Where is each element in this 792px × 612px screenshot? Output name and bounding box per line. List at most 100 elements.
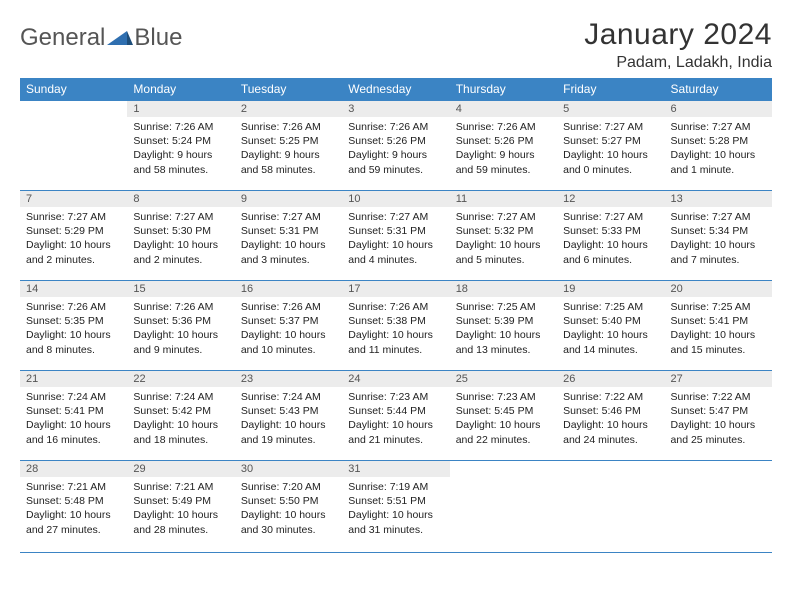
day-number: 30 (235, 461, 342, 477)
sunrise-text: Sunrise: 7:24 AM (133, 390, 228, 404)
sunrise-text: Sunrise: 7:26 AM (348, 300, 443, 314)
daylight-text: Daylight: 10 hours and 16 minutes. (26, 418, 121, 446)
calendar-day-cell: 27Sunrise: 7:22 AMSunset: 5:47 PMDayligh… (665, 371, 772, 461)
daylight-text: Daylight: 10 hours and 15 minutes. (671, 328, 766, 356)
daylight-text: Daylight: 10 hours and 2 minutes. (26, 238, 121, 266)
daylight-text: Daylight: 10 hours and 6 minutes. (563, 238, 658, 266)
day-details: Sunrise: 7:26 AMSunset: 5:24 PMDaylight:… (127, 117, 234, 181)
day-details: Sunrise: 7:21 AMSunset: 5:48 PMDaylight:… (20, 477, 127, 541)
day-number: 29 (127, 461, 234, 477)
sunrise-text: Sunrise: 7:27 AM (563, 120, 658, 134)
sunset-text: Sunset: 5:30 PM (133, 224, 228, 238)
calendar-day-cell: 13Sunrise: 7:27 AMSunset: 5:34 PMDayligh… (665, 191, 772, 281)
sunrise-text: Sunrise: 7:26 AM (456, 120, 551, 134)
calendar-week-row: 14Sunrise: 7:26 AMSunset: 5:35 PMDayligh… (20, 281, 772, 371)
day-number: 1 (127, 101, 234, 117)
sunrise-text: Sunrise: 7:25 AM (563, 300, 658, 314)
calendar-day-cell: 6Sunrise: 7:27 AMSunset: 5:28 PMDaylight… (665, 101, 772, 191)
day-details: Sunrise: 7:24 AMSunset: 5:43 PMDaylight:… (235, 387, 342, 451)
sunset-text: Sunset: 5:33 PM (563, 224, 658, 238)
calendar-week-row: 7Sunrise: 7:27 AMSunset: 5:29 PMDaylight… (20, 191, 772, 281)
weekday-header: Thursday (450, 78, 557, 101)
calendar-day-cell: 11Sunrise: 7:27 AMSunset: 5:32 PMDayligh… (450, 191, 557, 281)
sunset-text: Sunset: 5:39 PM (456, 314, 551, 328)
day-details: Sunrise: 7:23 AMSunset: 5:44 PMDaylight:… (342, 387, 449, 451)
day-details: Sunrise: 7:21 AMSunset: 5:49 PMDaylight:… (127, 477, 234, 541)
sunset-text: Sunset: 5:41 PM (26, 404, 121, 418)
sunrise-text: Sunrise: 7:25 AM (671, 300, 766, 314)
sunset-text: Sunset: 5:26 PM (456, 134, 551, 148)
daylight-text: Daylight: 9 hours and 59 minutes. (348, 148, 443, 176)
calendar-day-cell: 16Sunrise: 7:26 AMSunset: 5:37 PMDayligh… (235, 281, 342, 371)
day-number: 28 (20, 461, 127, 477)
daylight-text: Daylight: 10 hours and 28 minutes. (133, 508, 228, 536)
brand-logo: General Blue (20, 18, 182, 52)
sunrise-text: Sunrise: 7:25 AM (456, 300, 551, 314)
weekday-header: Tuesday (235, 78, 342, 101)
daylight-text: Daylight: 10 hours and 1 minute. (671, 148, 766, 176)
sunset-text: Sunset: 5:29 PM (26, 224, 121, 238)
calendar-day-cell: . (20, 101, 127, 191)
sunrise-text: Sunrise: 7:24 AM (26, 390, 121, 404)
day-details: Sunrise: 7:25 AMSunset: 5:40 PMDaylight:… (557, 297, 664, 361)
brand-part1: General (20, 24, 105, 52)
sunset-text: Sunset: 5:45 PM (456, 404, 551, 418)
sunset-text: Sunset: 5:49 PM (133, 494, 228, 508)
sunrise-text: Sunrise: 7:26 AM (133, 300, 228, 314)
day-details: Sunrise: 7:27 AMSunset: 5:30 PMDaylight:… (127, 207, 234, 271)
day-details: Sunrise: 7:27 AMSunset: 5:29 PMDaylight:… (20, 207, 127, 271)
day-details: Sunrise: 7:26 AMSunset: 5:38 PMDaylight:… (342, 297, 449, 361)
calendar-day-cell: 21Sunrise: 7:24 AMSunset: 5:41 PMDayligh… (20, 371, 127, 461)
day-number: 27 (665, 371, 772, 387)
sunrise-text: Sunrise: 7:21 AM (26, 480, 121, 494)
sunset-text: Sunset: 5:48 PM (26, 494, 121, 508)
day-details: Sunrise: 7:26 AMSunset: 5:26 PMDaylight:… (450, 117, 557, 181)
daylight-text: Daylight: 10 hours and 14 minutes. (563, 328, 658, 356)
sunset-text: Sunset: 5:51 PM (348, 494, 443, 508)
daylight-text: Daylight: 10 hours and 21 minutes. (348, 418, 443, 446)
day-details: Sunrise: 7:23 AMSunset: 5:45 PMDaylight:… (450, 387, 557, 451)
calendar-day-cell: . (665, 461, 772, 553)
sunrise-text: Sunrise: 7:26 AM (241, 120, 336, 134)
calendar-day-cell: 8Sunrise: 7:27 AMSunset: 5:30 PMDaylight… (127, 191, 234, 281)
day-number: 22 (127, 371, 234, 387)
sunset-text: Sunset: 5:50 PM (241, 494, 336, 508)
daylight-text: Daylight: 10 hours and 2 minutes. (133, 238, 228, 266)
day-number: 9 (235, 191, 342, 207)
calendar-table: Sunday Monday Tuesday Wednesday Thursday… (20, 78, 772, 553)
calendar-day-cell: 3Sunrise: 7:26 AMSunset: 5:26 PMDaylight… (342, 101, 449, 191)
weekday-header: Friday (557, 78, 664, 101)
daylight-text: Daylight: 10 hours and 25 minutes. (671, 418, 766, 446)
day-number: 6 (665, 101, 772, 117)
sunset-text: Sunset: 5:24 PM (133, 134, 228, 148)
sunrise-text: Sunrise: 7:21 AM (133, 480, 228, 494)
day-details: Sunrise: 7:26 AMSunset: 5:36 PMDaylight:… (127, 297, 234, 361)
day-details: Sunrise: 7:25 AMSunset: 5:41 PMDaylight:… (665, 297, 772, 361)
daylight-text: Daylight: 10 hours and 30 minutes. (241, 508, 336, 536)
sunrise-text: Sunrise: 7:26 AM (26, 300, 121, 314)
sunset-text: Sunset: 5:42 PM (133, 404, 228, 418)
sunrise-text: Sunrise: 7:19 AM (348, 480, 443, 494)
sunset-text: Sunset: 5:43 PM (241, 404, 336, 418)
sunset-text: Sunset: 5:31 PM (241, 224, 336, 238)
daylight-text: Daylight: 10 hours and 9 minutes. (133, 328, 228, 356)
day-number: 26 (557, 371, 664, 387)
day-number: 20 (665, 281, 772, 297)
sunrise-text: Sunrise: 7:23 AM (456, 390, 551, 404)
sunrise-text: Sunrise: 7:23 AM (348, 390, 443, 404)
sunrise-text: Sunrise: 7:24 AM (241, 390, 336, 404)
sunrise-text: Sunrise: 7:27 AM (671, 120, 766, 134)
calendar-day-cell: 29Sunrise: 7:21 AMSunset: 5:49 PMDayligh… (127, 461, 234, 553)
daylight-text: Daylight: 10 hours and 10 minutes. (241, 328, 336, 356)
day-number: 17 (342, 281, 449, 297)
calendar-day-cell: 4Sunrise: 7:26 AMSunset: 5:26 PMDaylight… (450, 101, 557, 191)
day-details: Sunrise: 7:24 AMSunset: 5:42 PMDaylight:… (127, 387, 234, 451)
day-number: 15 (127, 281, 234, 297)
sunset-text: Sunset: 5:35 PM (26, 314, 121, 328)
day-details: Sunrise: 7:27 AMSunset: 5:31 PMDaylight:… (342, 207, 449, 271)
day-details: Sunrise: 7:22 AMSunset: 5:46 PMDaylight:… (557, 387, 664, 451)
calendar-day-cell: 18Sunrise: 7:25 AMSunset: 5:39 PMDayligh… (450, 281, 557, 371)
sunrise-text: Sunrise: 7:26 AM (348, 120, 443, 134)
sunrise-text: Sunrise: 7:27 AM (26, 210, 121, 224)
day-number: 24 (342, 371, 449, 387)
